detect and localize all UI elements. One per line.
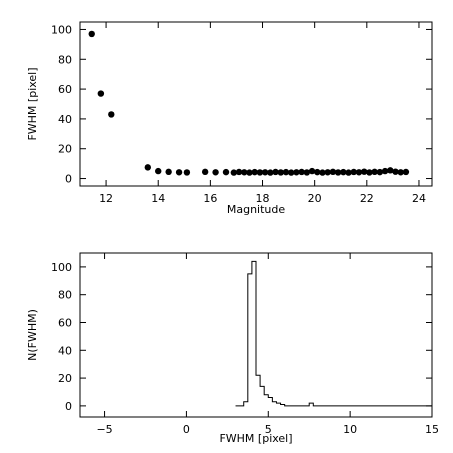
data-point (246, 169, 253, 176)
y-tick-label: 80 (58, 53, 72, 66)
data-point (402, 168, 410, 176)
x-tick-label: 0 (183, 423, 190, 436)
data-point (334, 169, 342, 176)
data-point (308, 167, 316, 175)
data-point (350, 168, 357, 176)
scatter-panel: 12 14 16 18 20 22 24 0 20 40 60 80 100 Magnitude FW… (26, 21, 433, 216)
x-tick-label: 12 (99, 192, 113, 205)
histogram-panel: −5 0 5 10 15 0 20 40 60 80 100 FWHM [pixel] N(FWH… (26, 252, 439, 445)
data-point (397, 169, 404, 176)
data-point (392, 168, 399, 175)
data-point (183, 169, 191, 176)
data-point (324, 169, 331, 176)
data-point (345, 169, 352, 176)
data-point (261, 169, 269, 176)
data-point (222, 168, 230, 176)
data-point (144, 164, 151, 171)
scatter-y-axis-label: FWHM [pixel] (26, 67, 39, 140)
data-point (387, 167, 394, 174)
scatter-y-ticks: 0 20 40 60 80 100 (51, 23, 432, 186)
data-point (267, 169, 274, 176)
data-point (319, 169, 326, 176)
data-point (165, 168, 172, 176)
data-point (175, 169, 183, 176)
x-tick-label: 22 (360, 192, 374, 205)
data-point (230, 169, 238, 176)
x-tick-label: 10 (343, 423, 357, 436)
data-point (235, 168, 243, 176)
scatter-points (88, 30, 410, 176)
y-tick-label: 40 (58, 344, 72, 357)
scatter-x-axis-label: Magnitude (227, 203, 286, 216)
data-point (282, 168, 290, 176)
data-point (361, 168, 368, 175)
x-tick-label: 20 (308, 192, 322, 205)
y-tick-label: 40 (58, 113, 72, 126)
data-point (108, 111, 115, 118)
y-tick-label: 100 (51, 261, 72, 274)
data-point (97, 90, 105, 97)
data-point (298, 168, 305, 176)
scatter-x-ticks: 12 14 16 18 20 22 24 (99, 22, 426, 205)
x-tick-label: 18 (256, 192, 270, 205)
data-point (277, 169, 284, 176)
data-point (288, 169, 295, 176)
data-point (251, 168, 258, 176)
histogram-x-axis-label: FWHM [pixel] (219, 432, 292, 445)
x-tick-label: 16 (203, 192, 217, 205)
data-point (88, 30, 95, 38)
data-point (272, 168, 279, 176)
data-point (303, 169, 311, 176)
x-tick-label: 5 (265, 423, 272, 436)
data-point (371, 168, 378, 176)
data-point (201, 168, 209, 176)
scatter-plot-frame (79, 21, 433, 187)
y-tick-label: 0 (65, 173, 72, 186)
data-point (340, 168, 347, 176)
y-tick-label: 80 (58, 289, 72, 302)
data-point (329, 168, 337, 176)
data-point (241, 169, 248, 176)
histogram-y-ticks: 0 20 40 60 80 100 (51, 261, 432, 413)
data-point (293, 169, 300, 176)
histogram-plot-frame (79, 252, 433, 418)
data-point (355, 169, 363, 176)
data-point (256, 169, 264, 176)
data-point (381, 167, 389, 175)
data-point (155, 167, 162, 175)
data-point (366, 169, 373, 176)
histogram-series (235, 260, 432, 407)
y-tick-label: 60 (58, 316, 72, 329)
x-tick-label: 14 (151, 192, 165, 205)
histogram-x-ticks: −5 0 5 10 15 (96, 253, 439, 436)
x-tick-label: 15 (425, 423, 439, 436)
y-tick-label: 20 (58, 372, 72, 385)
x-tick-label: −5 (96, 423, 112, 436)
x-tick-label: 24 (412, 192, 426, 205)
data-point (212, 169, 219, 176)
y-tick-label: 0 (65, 400, 72, 413)
data-point (314, 168, 321, 176)
data-point (376, 168, 384, 176)
histogram-y-axis-label: N(FWHM) (26, 309, 39, 361)
y-tick-label: 20 (58, 143, 72, 156)
y-tick-label: 60 (58, 83, 72, 96)
y-tick-label: 100 (51, 23, 72, 36)
